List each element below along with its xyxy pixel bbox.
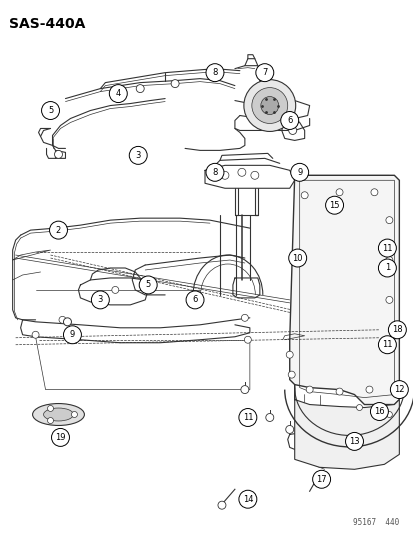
Circle shape — [370, 189, 377, 196]
Circle shape — [365, 386, 372, 393]
Circle shape — [244, 336, 251, 343]
Text: 5: 5 — [48, 106, 53, 115]
Circle shape — [335, 388, 342, 395]
Circle shape — [47, 406, 53, 411]
Circle shape — [265, 414, 273, 422]
Text: 11: 11 — [381, 244, 392, 253]
Text: 3: 3 — [135, 151, 140, 160]
Circle shape — [240, 385, 248, 393]
Text: 10: 10 — [292, 254, 302, 263]
Circle shape — [325, 196, 343, 214]
Circle shape — [387, 321, 405, 339]
Text: 95167  440: 95167 440 — [352, 518, 399, 527]
Circle shape — [238, 490, 256, 508]
Circle shape — [185, 291, 204, 309]
Circle shape — [382, 244, 390, 252]
Ellipse shape — [243, 79, 295, 132]
Circle shape — [377, 336, 395, 354]
Text: 11: 11 — [381, 340, 392, 349]
Text: 17: 17 — [316, 475, 326, 484]
Text: 4: 4 — [115, 89, 121, 98]
Text: 19: 19 — [55, 433, 66, 442]
Circle shape — [241, 314, 248, 321]
Circle shape — [385, 217, 392, 224]
Circle shape — [237, 168, 245, 176]
Circle shape — [385, 296, 392, 303]
Text: 13: 13 — [348, 437, 359, 446]
Text: 16: 16 — [373, 407, 384, 416]
Text: 15: 15 — [328, 201, 339, 209]
Circle shape — [285, 351, 292, 358]
Circle shape — [71, 411, 77, 417]
Circle shape — [112, 286, 119, 293]
Circle shape — [375, 407, 382, 413]
Polygon shape — [289, 175, 399, 405]
Circle shape — [63, 318, 71, 326]
Circle shape — [109, 85, 127, 102]
Circle shape — [285, 425, 293, 433]
Text: 14: 14 — [242, 495, 252, 504]
Text: 9: 9 — [70, 330, 75, 340]
Circle shape — [63, 326, 81, 344]
Circle shape — [335, 189, 342, 196]
Circle shape — [55, 226, 62, 234]
Text: 5: 5 — [145, 280, 150, 289]
Circle shape — [51, 429, 69, 447]
Circle shape — [136, 85, 144, 93]
Text: 8: 8 — [212, 68, 217, 77]
Circle shape — [206, 163, 223, 181]
Circle shape — [50, 221, 67, 239]
Circle shape — [250, 171, 258, 179]
Circle shape — [312, 470, 330, 488]
Circle shape — [370, 402, 387, 421]
Circle shape — [139, 276, 157, 294]
Circle shape — [217, 501, 225, 509]
Ellipse shape — [33, 403, 84, 425]
Text: 9: 9 — [297, 168, 301, 177]
Ellipse shape — [251, 87, 287, 124]
Circle shape — [206, 63, 223, 82]
Text: 1: 1 — [384, 263, 389, 272]
Circle shape — [129, 147, 147, 164]
Circle shape — [356, 405, 362, 410]
Ellipse shape — [43, 408, 73, 421]
Circle shape — [41, 102, 59, 119]
Circle shape — [280, 111, 298, 130]
Circle shape — [55, 150, 62, 158]
Circle shape — [238, 408, 256, 426]
Circle shape — [32, 332, 39, 338]
Circle shape — [385, 411, 392, 417]
Circle shape — [306, 386, 312, 393]
Circle shape — [191, 292, 198, 298]
Circle shape — [288, 126, 296, 134]
Circle shape — [377, 259, 395, 277]
Text: SAS-440A: SAS-440A — [9, 17, 85, 31]
Circle shape — [290, 163, 308, 181]
Circle shape — [345, 432, 363, 450]
Text: 3: 3 — [97, 295, 103, 304]
Circle shape — [300, 192, 307, 199]
Circle shape — [59, 316, 66, 324]
Text: 6: 6 — [286, 116, 292, 125]
Circle shape — [91, 291, 109, 309]
Circle shape — [389, 381, 407, 399]
Circle shape — [171, 79, 179, 87]
Text: 6: 6 — [192, 295, 197, 304]
Circle shape — [221, 171, 228, 179]
Circle shape — [385, 256, 392, 263]
Text: 8: 8 — [212, 168, 217, 177]
Circle shape — [255, 63, 273, 82]
Text: 18: 18 — [391, 325, 402, 334]
Circle shape — [377, 239, 395, 257]
Text: 12: 12 — [393, 385, 404, 394]
Circle shape — [47, 417, 53, 424]
Text: 11: 11 — [242, 413, 252, 422]
Circle shape — [288, 249, 306, 267]
Text: 2: 2 — [56, 225, 61, 235]
Circle shape — [287, 371, 294, 378]
Ellipse shape — [260, 96, 278, 115]
Circle shape — [382, 341, 390, 349]
Polygon shape — [294, 385, 399, 470]
Text: 7: 7 — [261, 68, 267, 77]
